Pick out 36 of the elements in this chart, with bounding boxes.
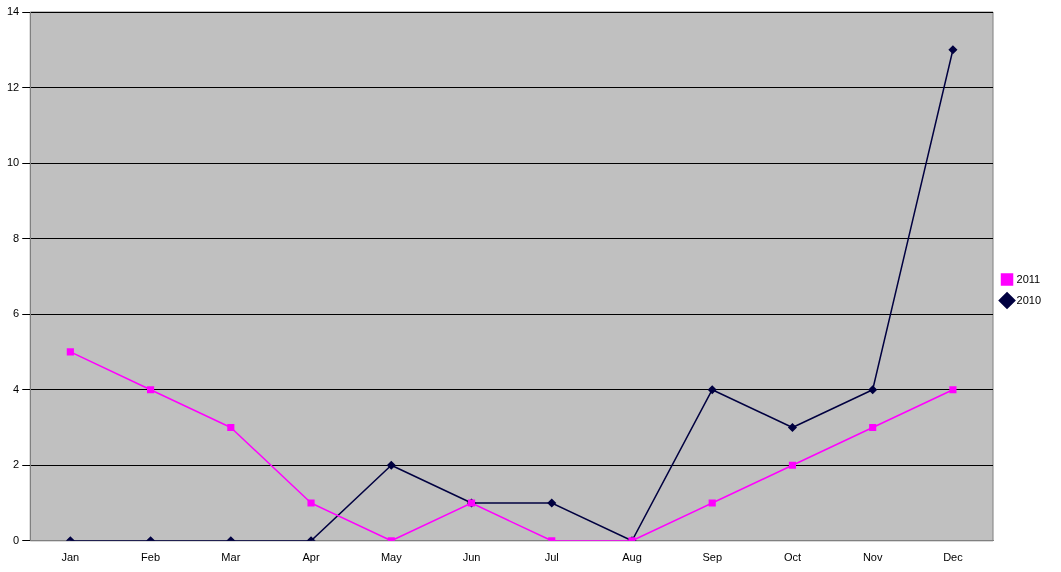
y-tick-label: 2	[13, 458, 20, 471]
point	[227, 423, 235, 432]
legend-label: 2010	[1016, 293, 1042, 306]
y-tick-label: 0	[13, 533, 20, 546]
point	[948, 45, 958, 55]
point	[788, 461, 797, 469]
point	[869, 423, 877, 432]
legend-label: 2011	[1016, 272, 1041, 285]
x-tick-label: Nov	[862, 551, 883, 564]
x-tick-label: Jun	[462, 551, 481, 564]
point	[66, 348, 74, 356]
point	[547, 498, 556, 508]
point	[707, 385, 717, 394]
point	[868, 385, 877, 394]
y-tick-label: 10	[6, 156, 20, 169]
point	[708, 499, 716, 507]
y-tick-label: 12	[6, 80, 20, 93]
point	[949, 386, 957, 394]
point	[307, 499, 315, 507]
point	[387, 461, 396, 470]
x-tick-label: Mar	[221, 551, 241, 564]
point	[147, 386, 155, 394]
x-tick-label: Feb	[141, 551, 161, 564]
x-tick-label: Jul	[544, 551, 559, 564]
x-tick-label: Oct	[783, 551, 802, 564]
y-tick-label: 4	[13, 382, 20, 395]
x-tick-label: Aug	[622, 551, 642, 564]
y-tick-label: 6	[13, 307, 20, 320]
y-tick-label: 14	[6, 5, 20, 18]
x-tick-label: May	[380, 551, 403, 564]
x-tick-label: Sep	[702, 551, 722, 564]
point	[788, 423, 797, 432]
y-tick-label: 8	[13, 231, 20, 244]
x-tick-label: Apr	[302, 551, 320, 564]
x-tick-label: Dec	[943, 551, 964, 564]
x-tick-label: Jan	[61, 551, 80, 564]
